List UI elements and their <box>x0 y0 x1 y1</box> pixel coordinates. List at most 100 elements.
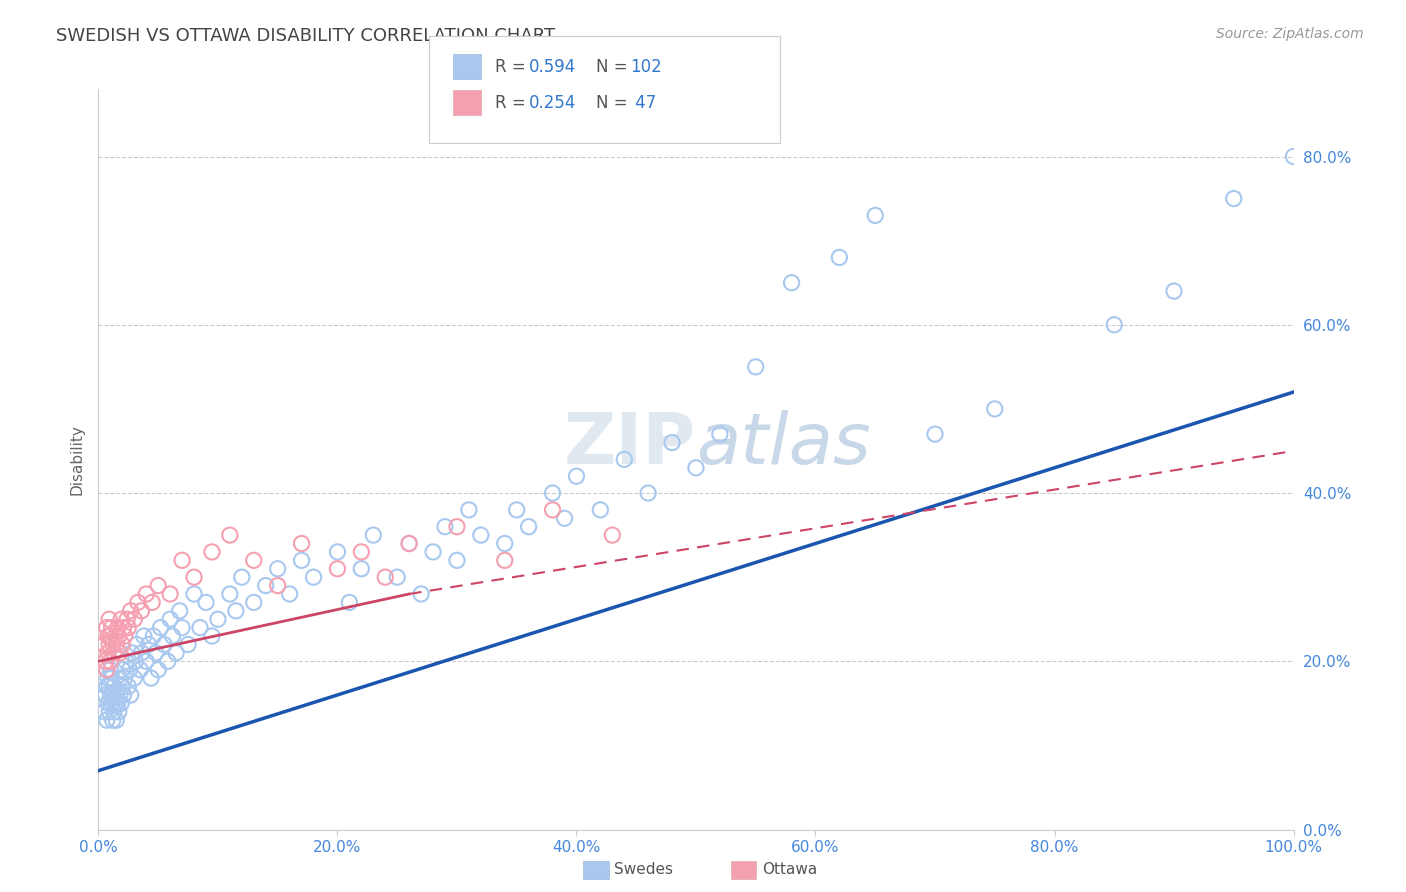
Point <box>506 503 529 517</box>
Point <box>458 503 481 517</box>
Point <box>101 688 124 702</box>
Point <box>385 570 409 584</box>
Point <box>924 427 946 442</box>
Point <box>291 536 314 550</box>
Point <box>121 646 143 660</box>
Point <box>100 697 122 711</box>
Point <box>120 688 142 702</box>
Point <box>183 587 205 601</box>
Point <box>865 208 887 222</box>
Point <box>201 545 224 559</box>
Point <box>780 276 803 290</box>
Point <box>98 705 121 719</box>
Point <box>114 629 136 643</box>
Point <box>124 654 146 668</box>
Text: 0.254: 0.254 <box>529 94 576 112</box>
Point <box>201 629 224 643</box>
Point <box>111 637 134 651</box>
Point <box>103 705 125 719</box>
Point <box>470 528 492 542</box>
Point <box>219 528 242 542</box>
Point <box>132 629 155 643</box>
Point <box>374 570 396 584</box>
Point <box>129 663 152 677</box>
Point <box>115 612 138 626</box>
Point <box>131 604 153 618</box>
Text: N =: N = <box>596 94 633 112</box>
Point <box>302 570 325 584</box>
Point <box>411 587 433 601</box>
Point <box>339 595 361 609</box>
Point <box>1104 318 1126 332</box>
Point <box>326 545 349 559</box>
Point <box>110 612 132 626</box>
Point <box>188 621 211 635</box>
Point <box>98 612 121 626</box>
Point <box>565 469 588 483</box>
Point <box>149 621 172 635</box>
Point <box>613 452 636 467</box>
Point <box>162 629 184 643</box>
Point <box>104 697 127 711</box>
Point <box>127 595 149 609</box>
Point <box>117 680 139 694</box>
Point <box>112 688 135 702</box>
Point <box>97 671 120 685</box>
Text: R =: R = <box>495 94 531 112</box>
Point <box>363 528 385 542</box>
Point <box>108 688 131 702</box>
Text: 0.594: 0.594 <box>529 58 576 76</box>
Point <box>117 621 139 635</box>
Point <box>115 654 138 668</box>
Point <box>98 629 122 643</box>
Point <box>326 562 349 576</box>
Point <box>219 587 242 601</box>
Point <box>589 503 612 517</box>
Point <box>96 621 118 635</box>
Point <box>105 637 128 651</box>
Point <box>107 621 129 635</box>
Point <box>148 578 170 592</box>
Point <box>96 663 118 677</box>
Point <box>183 570 205 584</box>
Point <box>94 654 117 668</box>
Point <box>159 587 181 601</box>
Point <box>637 486 659 500</box>
Point <box>1223 192 1246 206</box>
Point <box>131 646 153 660</box>
Point <box>107 705 129 719</box>
Point <box>97 646 120 660</box>
Point <box>97 629 120 643</box>
Point <box>745 359 768 374</box>
Point <box>111 680 134 694</box>
Point <box>398 536 420 550</box>
Text: 102: 102 <box>630 58 662 76</box>
Point <box>105 713 128 727</box>
Point <box>145 646 167 660</box>
Text: ZIP: ZIP <box>564 410 696 479</box>
Point <box>124 671 146 685</box>
Point <box>103 646 125 660</box>
Point <box>148 663 170 677</box>
Point <box>107 697 129 711</box>
Point <box>350 562 373 576</box>
Point <box>112 621 135 635</box>
Point <box>685 460 707 475</box>
Point <box>661 435 683 450</box>
Text: Swedes: Swedes <box>614 863 673 877</box>
Point <box>267 578 290 592</box>
Point <box>446 553 468 567</box>
Point <box>243 595 266 609</box>
Point <box>709 427 731 442</box>
Point <box>1282 149 1305 163</box>
Point <box>446 519 468 533</box>
Text: Ottawa: Ottawa <box>762 863 817 877</box>
Point <box>96 713 118 727</box>
Text: N =: N = <box>596 58 633 76</box>
Text: 47: 47 <box>630 94 657 112</box>
Point <box>120 604 142 618</box>
Point <box>172 553 194 567</box>
Point <box>107 629 129 643</box>
Point <box>169 604 191 618</box>
Point <box>177 637 200 651</box>
